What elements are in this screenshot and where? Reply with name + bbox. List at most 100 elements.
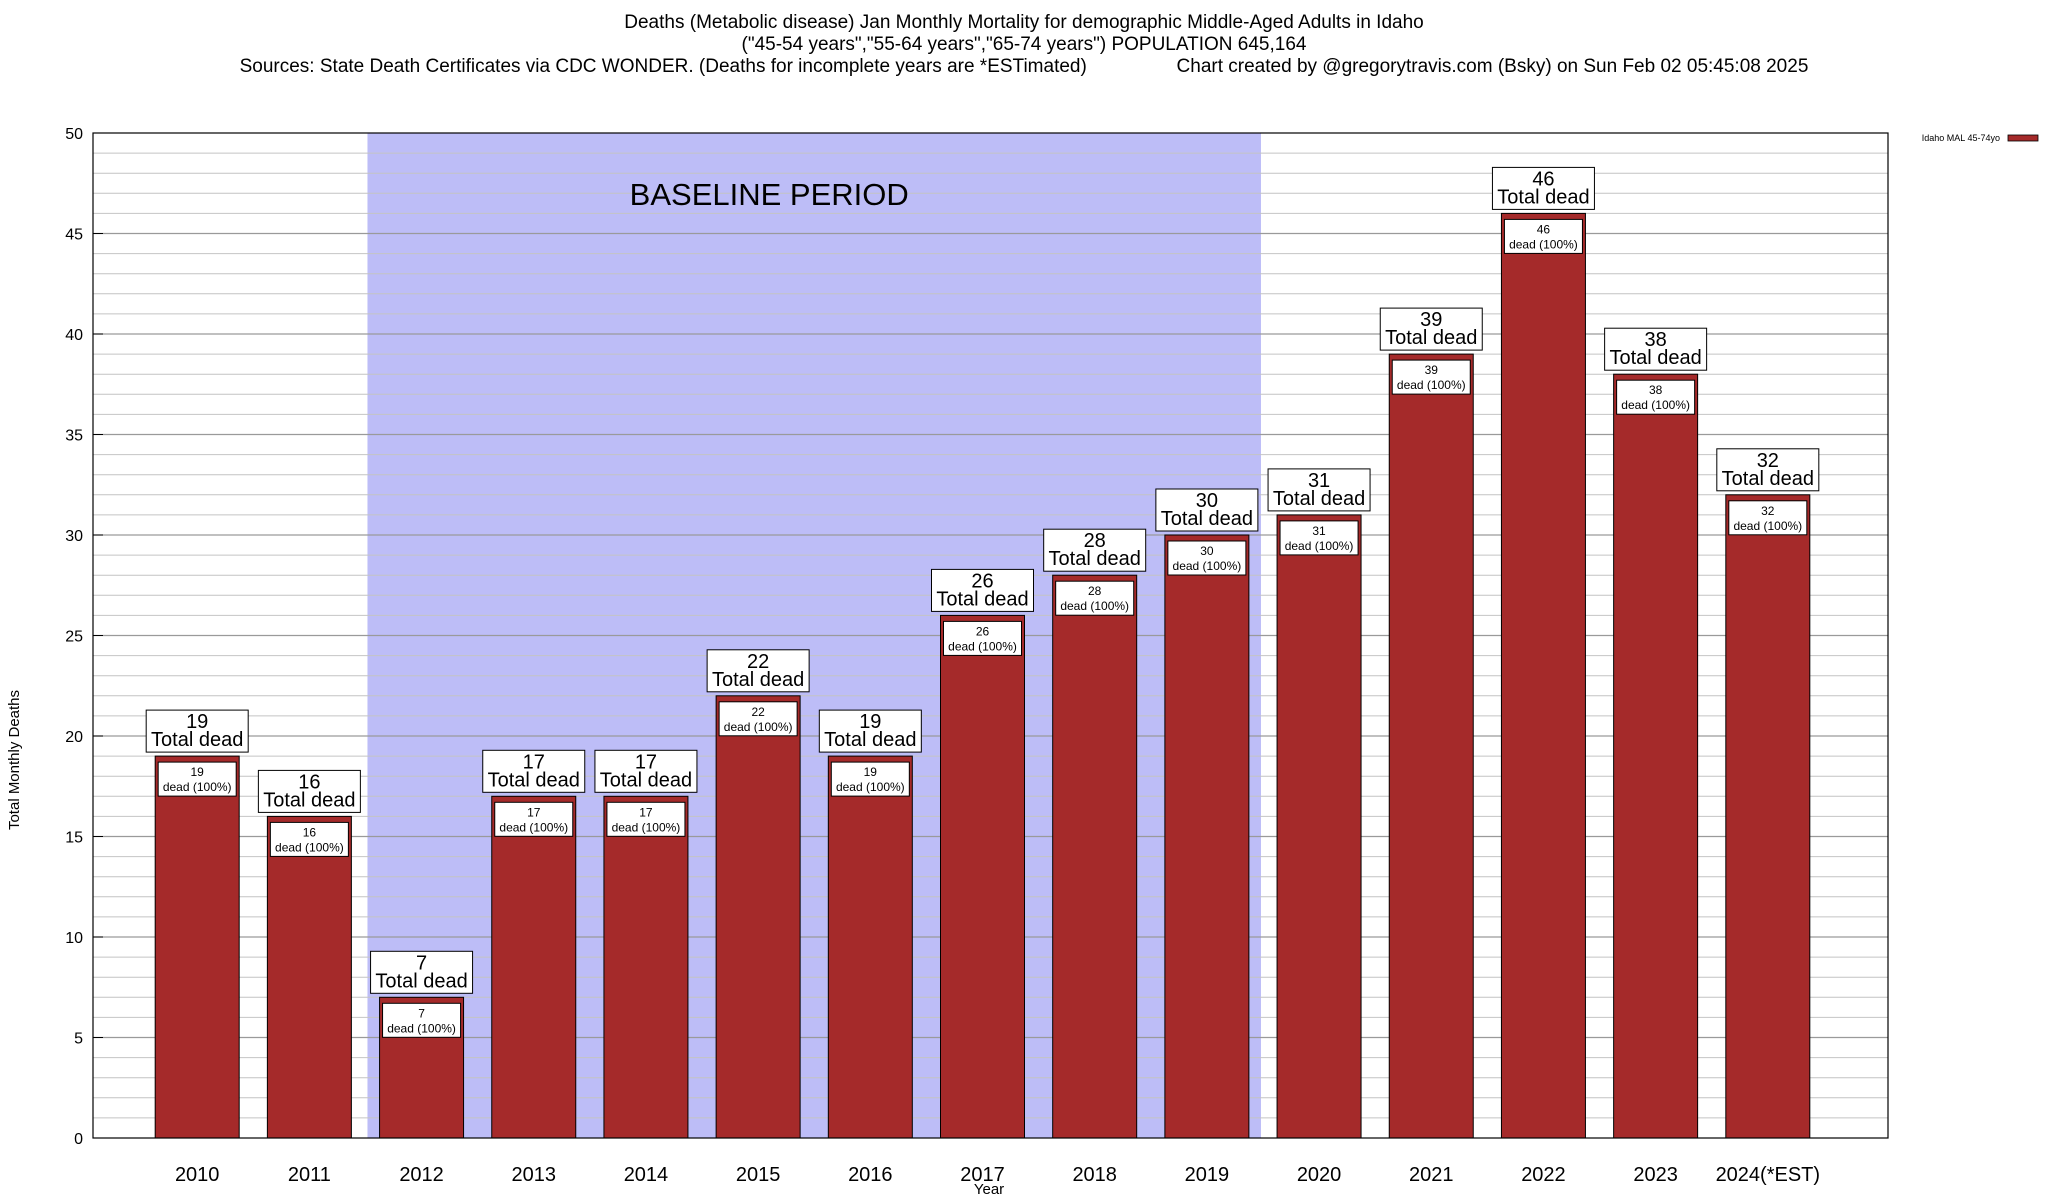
inner-percent-label: dead (100%) xyxy=(387,1021,456,1035)
y-tick-label: 35 xyxy=(65,428,83,445)
total-value-label: 39 xyxy=(1420,309,1442,331)
inner-label-box xyxy=(830,761,910,797)
inner-percent-label: dead (100%) xyxy=(1060,599,1129,613)
total-text-label: Total dead xyxy=(1273,488,1365,510)
total-value-label: 19 xyxy=(186,711,208,733)
y-tick-label: 30 xyxy=(65,528,83,545)
inner-label-box xyxy=(1503,218,1583,254)
total-value-label: 38 xyxy=(1645,329,1667,351)
inner-value-label: 16 xyxy=(303,825,317,839)
total-value-label: 31 xyxy=(1308,470,1330,492)
bar xyxy=(603,795,689,1139)
total-label-box xyxy=(1379,307,1483,351)
total-text-label: Total dead xyxy=(1161,508,1253,530)
bar xyxy=(1725,494,1811,1139)
total-text-label: Total dead xyxy=(1385,327,1477,349)
baseline-label: BASELINE PERIOD xyxy=(630,177,909,212)
bar xyxy=(827,755,913,1139)
chart-subtitle: ("45-54 years","55-64 years","65-74 year… xyxy=(741,34,1307,55)
total-label-box xyxy=(1155,488,1259,532)
x-tick-label: 2011 xyxy=(288,1164,331,1186)
bar xyxy=(1500,212,1586,1139)
inner-label-box xyxy=(943,620,1022,656)
inner-value-label: 7 xyxy=(418,1006,425,1020)
inner-label-box xyxy=(606,801,686,837)
bar xyxy=(1276,514,1362,1139)
bar xyxy=(1164,534,1250,1139)
total-label-box xyxy=(1716,448,1820,492)
total-label-box xyxy=(706,649,810,693)
inner-percent-label: dead (100%) xyxy=(612,820,681,834)
inner-label-box xyxy=(1391,359,1471,395)
bar xyxy=(266,815,352,1139)
inner-label-box xyxy=(718,701,798,737)
bar xyxy=(1052,574,1138,1139)
inner-value-label: 19 xyxy=(864,765,878,779)
x-tick-label: 2015 xyxy=(736,1164,781,1186)
inner-percent-label: dead (100%) xyxy=(1285,539,1354,553)
total-text-label: Total dead xyxy=(151,729,243,751)
inner-value-label: 30 xyxy=(1200,544,1214,558)
total-label-box xyxy=(1043,528,1147,572)
x-tick-label: 2017 xyxy=(960,1164,1005,1186)
total-value-label: 22 xyxy=(747,651,769,673)
inner-percent-label: dead (100%) xyxy=(1397,378,1466,392)
total-value-label: 16 xyxy=(298,771,320,793)
bar xyxy=(1613,373,1699,1139)
total-value-label: 7 xyxy=(416,952,427,974)
x-tick-label: 2024(*EST) xyxy=(1716,1164,1821,1186)
plot-frame xyxy=(92,132,1889,1139)
x-tick-label: 2023 xyxy=(1633,1164,1678,1186)
inner-percent-label: dead (100%) xyxy=(1733,519,1802,533)
x-tick-label: 2018 xyxy=(1072,1164,1117,1186)
inner-value-label: 19 xyxy=(191,765,205,779)
total-value-label: 46 xyxy=(1532,168,1554,190)
total-text-label: Total dead xyxy=(488,769,580,791)
inner-label-box xyxy=(1279,520,1359,556)
y-tick-label: 20 xyxy=(65,729,83,746)
total-label-box xyxy=(594,749,698,793)
total-text-label: Total dead xyxy=(1049,548,1141,570)
total-text-label: Total dead xyxy=(712,669,804,691)
total-label-box xyxy=(931,568,1034,612)
total-value-label: 30 xyxy=(1196,490,1218,512)
inner-label-box xyxy=(1055,580,1135,616)
chart-title-block: Deaths (Metabolic disease) Jan Monthly M… xyxy=(0,12,2048,78)
y-tick-label: 25 xyxy=(65,629,83,646)
inner-percent-label: dead (100%) xyxy=(724,720,793,734)
legend-label: Idaho MAL 45-74yo xyxy=(1922,133,2000,143)
x-tick-label: 2021 xyxy=(1409,1164,1454,1186)
total-label-box xyxy=(257,769,361,813)
inner-percent-label: dead (100%) xyxy=(1173,559,1242,573)
inner-percent-label: dead (100%) xyxy=(1621,398,1690,412)
y-tick-label: 10 xyxy=(65,930,83,947)
y-tick-label: 0 xyxy=(74,1131,83,1148)
inner-value-label: 38 xyxy=(1649,383,1663,397)
total-text-label: Total dead xyxy=(824,729,916,751)
legend-swatch xyxy=(2007,134,2039,142)
bar xyxy=(154,755,240,1139)
y-axis-label: Total Monthly Deaths xyxy=(6,689,23,831)
total-value-label: 17 xyxy=(523,751,545,773)
y-tick-label: 45 xyxy=(65,227,83,244)
x-tick-label: 2013 xyxy=(512,1164,557,1186)
bar xyxy=(940,614,1025,1139)
inner-value-label: 17 xyxy=(527,805,541,819)
inner-percent-label: dead (100%) xyxy=(836,780,905,794)
total-text-label: Total dead xyxy=(263,789,355,811)
x-tick-label: 2020 xyxy=(1297,1164,1342,1186)
inner-percent-label: dead (100%) xyxy=(499,820,568,834)
total-text-label: Total dead xyxy=(1722,468,1814,490)
inner-value-label: 32 xyxy=(1761,504,1775,518)
inner-value-label: 26 xyxy=(976,624,990,638)
inner-value-label: 22 xyxy=(751,705,765,719)
chart-title: Deaths (Metabolic disease) Jan Monthly M… xyxy=(624,12,1424,33)
y-tick-label: 50 xyxy=(65,126,83,143)
total-label-box xyxy=(818,709,922,753)
total-label-box xyxy=(1604,327,1708,371)
inner-label-box xyxy=(269,821,349,857)
total-value-label: 26 xyxy=(971,570,993,592)
total-value-label: 17 xyxy=(635,751,657,773)
total-label-box xyxy=(482,749,586,793)
